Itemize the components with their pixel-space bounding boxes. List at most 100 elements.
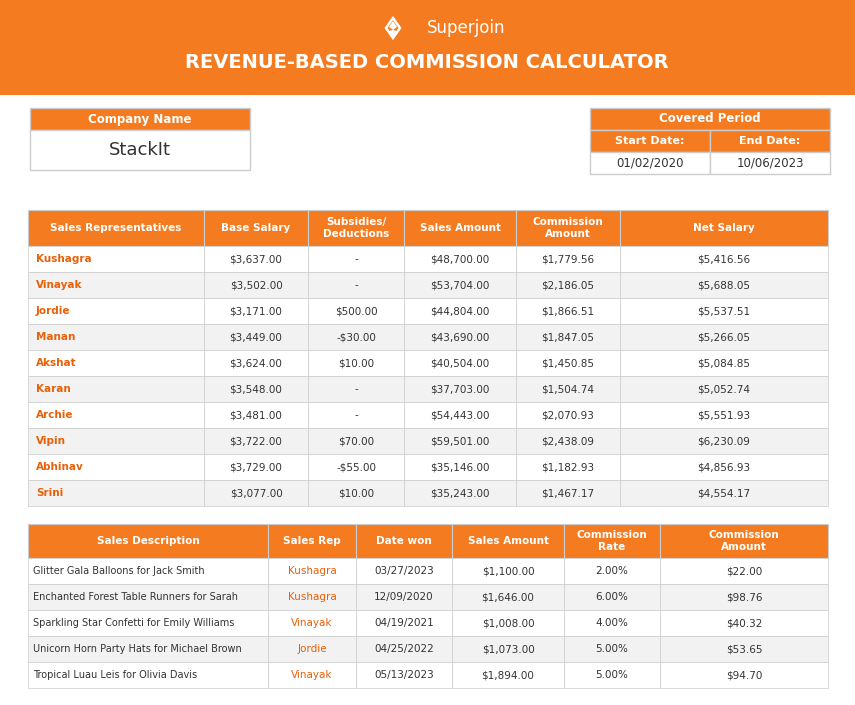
Bar (308, 298, 404, 324)
Bar (564, 610, 660, 636)
Bar (356, 584, 452, 610)
Bar (308, 246, 404, 272)
Text: $1,073.00: $1,073.00 (481, 644, 534, 654)
Bar (404, 246, 516, 272)
Text: -: - (354, 410, 358, 420)
Text: End Date:: End Date: (740, 136, 800, 146)
Bar (660, 610, 828, 636)
Bar (268, 558, 356, 584)
Bar (564, 662, 660, 688)
Text: Sparkling Star Confetti for Emily Williams: Sparkling Star Confetti for Emily Willia… (33, 618, 234, 628)
Bar (28, 376, 204, 402)
Bar (620, 454, 828, 480)
Bar (356, 610, 452, 636)
Text: $54,443.00: $54,443.00 (430, 410, 490, 420)
Text: Kushagra: Kushagra (287, 592, 336, 602)
Text: $2,070.93: $2,070.93 (541, 410, 594, 420)
Text: 04/25/2022: 04/25/2022 (374, 644, 433, 654)
Text: $3,624.00: $3,624.00 (229, 358, 282, 368)
Bar (28, 324, 204, 350)
Bar (28, 272, 204, 298)
Bar (28, 610, 268, 636)
Text: -$30.00: -$30.00 (336, 332, 376, 342)
Text: 04/19/2021: 04/19/2021 (374, 618, 433, 628)
Bar (590, 108, 830, 130)
Text: Base Salary: Base Salary (221, 223, 291, 233)
Text: Enchanted Forest Table Runners for Sarah: Enchanted Forest Table Runners for Sarah (33, 592, 238, 602)
Text: $5,266.05: $5,266.05 (698, 332, 751, 342)
Bar (268, 610, 356, 636)
Text: Vinayak: Vinayak (292, 670, 333, 680)
Bar (28, 662, 268, 688)
Text: $5,052.74: $5,052.74 (698, 384, 751, 394)
Bar (660, 662, 828, 688)
Bar (452, 662, 564, 688)
Text: $5,551.93: $5,551.93 (698, 410, 751, 420)
Text: $2,186.05: $2,186.05 (541, 280, 594, 290)
Bar (516, 454, 620, 480)
Bar (404, 272, 516, 298)
Text: $3,481.00: $3,481.00 (229, 410, 282, 420)
Text: Archie: Archie (36, 410, 74, 420)
Bar (356, 636, 452, 662)
Bar (620, 428, 828, 454)
Bar (590, 130, 710, 152)
Bar (620, 210, 828, 246)
Text: Vipin: Vipin (36, 436, 66, 446)
Text: $3,502.00: $3,502.00 (230, 280, 282, 290)
Text: Glitter Gala Balloons for Jack Smith: Glitter Gala Balloons for Jack Smith (33, 566, 204, 576)
Bar (204, 376, 308, 402)
Bar (204, 210, 308, 246)
Text: Date won: Date won (376, 536, 432, 546)
Bar (28, 428, 204, 454)
Bar (452, 558, 564, 584)
Bar (30, 108, 250, 130)
Text: Sales Representatives: Sales Representatives (50, 223, 181, 233)
Text: 2.00%: 2.00% (596, 566, 628, 576)
Text: $37,703.00: $37,703.00 (430, 384, 490, 394)
Bar (516, 210, 620, 246)
Text: $3,077.00: $3,077.00 (230, 488, 282, 498)
Text: $3,637.00: $3,637.00 (229, 254, 282, 264)
Bar (516, 480, 620, 506)
Text: $1,866.51: $1,866.51 (541, 306, 594, 316)
Text: 12/09/2020: 12/09/2020 (374, 592, 433, 602)
Bar (404, 428, 516, 454)
Bar (268, 524, 356, 558)
Bar (308, 480, 404, 506)
Bar (404, 324, 516, 350)
Text: $53.65: $53.65 (726, 644, 763, 654)
Text: Sales Amount: Sales Amount (420, 223, 500, 233)
Text: $1,182.93: $1,182.93 (541, 462, 594, 472)
Text: Net Salary: Net Salary (693, 223, 755, 233)
Text: $5,084.85: $5,084.85 (698, 358, 751, 368)
Bar (204, 428, 308, 454)
Text: -$55.00: -$55.00 (336, 462, 376, 472)
Text: Abhinav: Abhinav (36, 462, 84, 472)
Text: $1,894.00: $1,894.00 (481, 670, 534, 680)
Bar (620, 324, 828, 350)
Bar (28, 558, 268, 584)
Bar (204, 350, 308, 376)
Bar (620, 246, 828, 272)
Text: $2,438.09: $2,438.09 (541, 436, 594, 446)
Bar (404, 454, 516, 480)
Bar (710, 130, 830, 152)
Bar (28, 584, 268, 610)
Bar (28, 524, 268, 558)
Bar (516, 246, 620, 272)
Bar (204, 324, 308, 350)
Text: Vinayak: Vinayak (36, 280, 82, 290)
Text: 10/06/2023: 10/06/2023 (736, 157, 804, 169)
Text: -: - (354, 254, 358, 264)
Text: $5,416.56: $5,416.56 (698, 254, 751, 264)
Bar (516, 298, 620, 324)
Text: 6.00%: 6.00% (596, 592, 628, 602)
Bar (308, 350, 404, 376)
Polygon shape (389, 30, 397, 36)
Text: Commission
Rate: Commission Rate (576, 530, 647, 552)
Text: Subsidies/
Deductions: Subsidies/ Deductions (323, 217, 389, 239)
Text: $59,501.00: $59,501.00 (430, 436, 490, 446)
Text: $40.32: $40.32 (726, 618, 762, 628)
Text: Akshat: Akshat (36, 358, 77, 368)
